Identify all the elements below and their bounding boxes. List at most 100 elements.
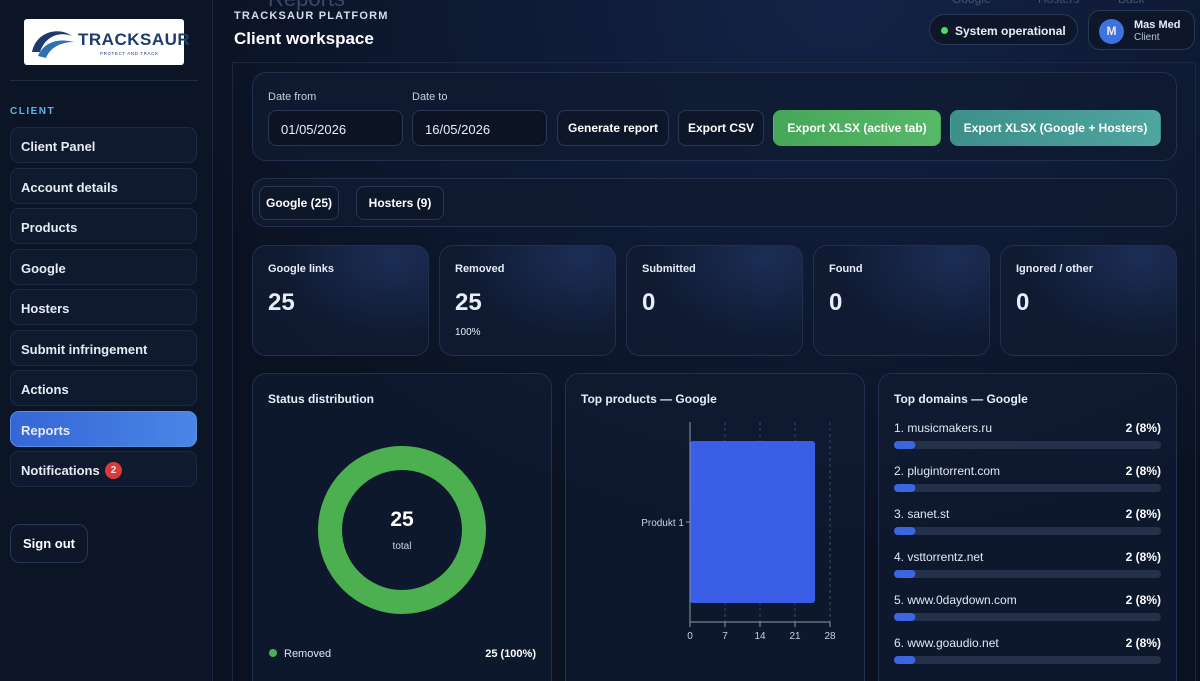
divider [10,80,198,81]
progress-fill [894,613,916,621]
bar [690,441,815,603]
stat-note: 100% [455,327,481,338]
legend-value: 25 (100%) [485,648,536,660]
x-tick-label: 7 [722,631,728,642]
tab[interactable]: Google (25) [259,186,339,220]
stat-card: Ignored / other 0 [1000,245,1177,356]
donut-segment [318,446,486,614]
nav-item[interactable]: Google [10,248,197,285]
domains-card: Top domains — Google 1. musicmakers.ru 2 (… [878,373,1177,681]
stat-label: Google links [268,263,335,275]
stat-value: 25 [268,289,295,316]
nav-label: Reports [21,422,71,438]
tab[interactable]: Hosters (9) [356,186,444,220]
action-button[interactable]: Generate report [557,110,669,146]
nav-item[interactable]: Notifications 2 [10,451,197,487]
nav-label: Actions [21,382,69,397]
stat-label: Removed [455,263,505,275]
date-label: Date to [412,91,448,103]
chart-title: Status distribution [268,392,374,406]
date-value: 16/05/2026 [425,122,491,137]
date-value: 01/05/2026 [281,122,347,137]
domain-name: 2. plugintorrent.com [894,464,1000,478]
background-link: Back [1118,0,1145,6]
tabs-card: Google (25) Hosters (9) [252,178,1177,227]
progress-track [894,613,1161,621]
status-dot [941,27,948,34]
domain-name: 6. www.goaudio.net [894,636,999,650]
progress-track [894,570,1161,578]
stat-card: Found 0 [813,245,990,356]
nav-label: Notifications [21,463,100,478]
x-tick-label: 0 [687,631,693,642]
domain-count: 2 (8%) [1126,593,1161,607]
x-tick-label: 21 [789,631,801,642]
domain-count: 2 (8%) [1126,507,1161,521]
nav-item[interactable]: Products [10,208,197,244]
chart: 1. musicmakers.ru 2 (8%) 2. plugintorrent.… [894,421,1161,664]
legend-label: Removed [284,648,331,660]
user-card[interactable]: M Mas Med Client [1088,10,1195,50]
domain-count: 2 (8%) [1126,464,1161,478]
chart-card: Top products — Google 0 7 14 21 28 Produkt 1 [565,373,865,681]
title: Client workspace [234,29,374,48]
action-button[interactable]: Export XLSX (Google + Hosters) [950,110,1161,146]
nav-label: Client Panel [21,139,96,154]
nav-label: Google [21,260,66,276]
progress-track [894,484,1161,492]
logo-name: TRACKSAUR [78,30,191,49]
progress-fill [894,484,916,492]
stat-value: 0 [829,289,843,316]
stat-label: Submitted [642,263,696,275]
progress-track [894,527,1161,535]
date-input[interactable]: 01/05/2026 [268,110,403,146]
nav-item[interactable]: Hosters [10,289,197,325]
stat-label: Found [829,263,863,275]
action-button[interactable]: Export CSV [678,110,764,146]
domain-count: 2 (8%) [1126,636,1161,650]
chart [32,31,74,58]
avatar: M [1099,19,1124,44]
logo: TRACKSAUR PROTECT AND TRACK [24,19,190,65]
nav-label: Submit infringement [21,341,148,357]
x-tick-label: 28 [824,631,836,642]
stat-value: 0 [642,289,656,316]
nav-label: Hosters [21,301,70,316]
domain-name: 5. www.0daydown.com [894,593,1017,607]
background-title: Reports [268,0,345,12]
progress-fill [894,527,916,535]
stat-label: Ignored / other [1016,263,1093,275]
legend-dot [269,649,277,657]
nav-item[interactable]: Submit infringement [10,329,197,366]
logo-tagline: PROTECT AND TRACK [100,51,159,56]
nav-item[interactable]: Account details [10,167,197,204]
background-link: Google [952,0,991,6]
nav-label: Products [21,220,78,235]
progress-fill [894,656,916,664]
action-button[interactable]: Export XLSX (active tab) [773,110,941,146]
progress-fill [894,441,916,449]
nav-item[interactable]: Client Panel [10,127,197,163]
badge: 2 [105,462,122,479]
eyebrow: TRACKSAUR PLATFORM [234,10,389,22]
progress-track [894,656,1161,664]
date-input[interactable]: 16/05/2026 [412,110,547,146]
domain-name: 3. sanet.st [894,507,950,521]
sidebar: TRACKSAUR PROTECT AND TRACK CLIENT Client P… [0,0,213,681]
chart-card: Status distribution Removed 25 (100%) 25 tot… [252,373,552,681]
background-link: Hosters [1038,0,1079,6]
chart: 0 7 14 21 28 Produkt 1 [641,422,836,642]
sign-out[interactable]: Sign out [10,524,88,563]
logo-icon [32,31,72,52]
logo-icon [38,40,74,58]
user-role: Client [1134,32,1160,43]
x-tick-label: 14 [754,631,766,642]
nav-item[interactable]: Actions [10,370,197,406]
domain-name: 1. musicmakers.ru [894,421,992,435]
stat-value: 0 [1016,289,1030,316]
y-tick-label: Produkt 1 [641,518,684,529]
stat-card: Removed 25 100% [439,245,616,356]
nav-item[interactable]: Reports [10,410,197,447]
status-text: System operational [955,24,1066,38]
